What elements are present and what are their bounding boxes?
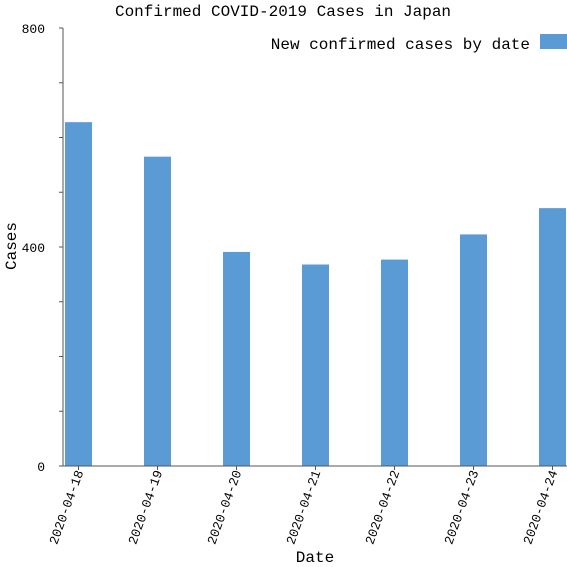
y-tick-label-0: 0 [37,460,45,475]
legend-swatch [540,34,567,49]
y-tick-label-800: 800 [22,22,45,37]
y-tick-label-400: 400 [22,241,45,256]
x-ticks-group: 2020-04-18 2020-04-19 2020-04-20 2020-04-21… [46,466,561,547]
bar-2020-04-18 [65,122,92,467]
bar-2020-04-23 [460,234,487,466]
x-tick-label-2020-04-22: 2020-04-22 [362,468,403,546]
x-tick-label-2020-04-19: 2020-04-19 [125,468,166,546]
y-ticks-group: 0 400 800 [22,22,63,475]
bar-2020-04-20 [223,251,250,466]
x-tick-label-2020-04-23: 2020-04-23 [441,468,482,546]
bars-group [65,122,566,467]
bar-2020-04-22 [381,259,408,466]
bar-2020-04-19 [144,156,171,466]
x-tick-label-2020-04-20: 2020-04-20 [204,468,245,546]
legend-label: New confirmed cases by date [271,36,530,54]
chart-title: Confirmed COVID-2019 Cases in Japan [115,3,451,21]
x-tick-label-2020-04-21: 2020-04-21 [283,468,324,547]
bar-2020-04-21 [302,264,329,466]
y-axis-label: Cases [3,222,21,270]
x-tick-label-2020-04-24: 2020-04-24 [520,468,561,547]
legend: New confirmed cases by date [271,34,567,54]
bar-2020-04-24 [539,208,566,466]
x-axis-label: Date [296,549,334,567]
x-tick-label-2020-04-18: 2020-04-18 [46,468,87,546]
